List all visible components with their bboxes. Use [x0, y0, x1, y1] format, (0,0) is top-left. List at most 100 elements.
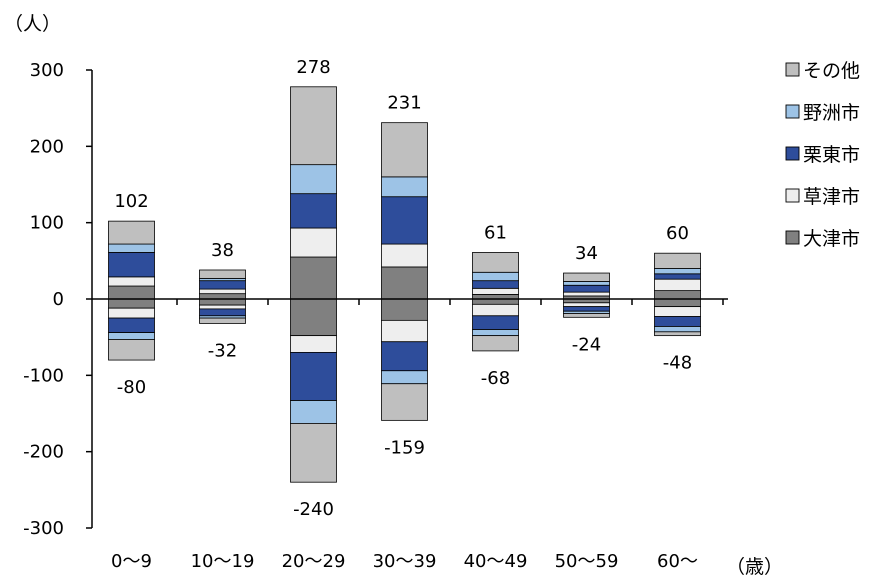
bar-segment-positive-3-2 [381, 196, 428, 245]
bar-segment-negative-4-0 [472, 298, 519, 305]
x-tick-label: 60〜 [657, 551, 698, 572]
legend-swatch [785, 104, 800, 119]
data-label-positive-total: 231 [387, 93, 421, 114]
x-axis-unit: （歳） [726, 556, 783, 575]
bar-segment-negative-5-1 [563, 302, 610, 308]
bar-segment-negative-4-1 [472, 303, 519, 317]
bar-segment-positive-3-1 [381, 243, 428, 268]
y-tick-label: 100 [30, 213, 64, 234]
bar-segment-negative-6-1 [654, 306, 701, 317]
bar-segment-positive-0-3 [108, 243, 155, 253]
x-tick-label: 30〜39 [373, 551, 437, 572]
data-label-negative-total: -159 [384, 437, 425, 458]
bar-segment-positive-5-3 [563, 281, 610, 286]
data-label-negative-total: -68 [481, 368, 510, 389]
bar-segment-positive-1-2 [199, 280, 246, 290]
legend-label: その他 [803, 60, 860, 82]
bar-segment-negative-2-4 [290, 423, 337, 483]
data-label-positive-total: 38 [211, 240, 234, 261]
legend-swatch [785, 62, 800, 77]
x-tick-label: 20〜29 [282, 551, 346, 572]
bar-segment-positive-4-1 [472, 287, 519, 295]
bar-segment-negative-1-0 [199, 298, 246, 306]
data-label-negative-total: -48 [663, 353, 692, 374]
data-label-positive-total: 102 [114, 191, 148, 212]
bar-segment-positive-2-2 [290, 193, 337, 229]
bar-segment-negative-1-4 [199, 317, 246, 324]
bar-segment-negative-0-0 [108, 298, 155, 309]
data-label-positive-total: 34 [575, 243, 598, 264]
data-label-positive-total: 61 [484, 222, 507, 243]
data-label-negative-total: -240 [293, 499, 334, 520]
bar-segment-positive-1-4 [199, 269, 246, 279]
legend-swatch [785, 230, 800, 245]
bar-segment-negative-1-1 [199, 304, 246, 310]
bar-segment-positive-5-1 [563, 291, 610, 297]
bar-segment-negative-6-4 [654, 331, 701, 337]
bar-segment-negative-2-0 [290, 298, 337, 337]
legend-swatch [785, 146, 800, 161]
x-tick-label: 10〜19 [191, 551, 255, 572]
bar-segment-positive-2-3 [290, 164, 337, 195]
bar-segment-negative-4-3 [472, 329, 519, 337]
plot-area [108, 86, 701, 483]
bar-segment-positive-3-3 [381, 176, 428, 198]
bar-segment-positive-2-0 [290, 256, 337, 300]
axes [86, 69, 728, 529]
bar-segment-negative-3-1 [381, 319, 428, 343]
bar-segment-positive-6-4 [654, 252, 701, 269]
y-tick-label: 200 [30, 136, 64, 157]
bar-segment-positive-6-0 [654, 290, 701, 300]
bar-segment-positive-2-4 [290, 86, 337, 166]
bar-segment-negative-4-4 [472, 335, 519, 352]
data-label-positive-total: 60 [666, 223, 689, 244]
bar-segment-negative-5-2 [563, 306, 610, 312]
bar-segment-negative-0-3 [108, 332, 155, 340]
y-tick-label: 300 [30, 60, 64, 81]
bar-segment-positive-0-4 [108, 220, 155, 245]
y-axis-unit: （人） [4, 13, 61, 35]
legend-label: 草津市 [803, 186, 860, 208]
data-label-negative-total: -32 [208, 340, 237, 361]
bar-segment-positive-4-2 [472, 280, 519, 289]
bar-segment-positive-6-1 [654, 278, 701, 292]
bar-segment-negative-2-1 [290, 335, 337, 353]
bar-segment-positive-2-1 [290, 227, 337, 258]
bar-segment-negative-1-2 [199, 308, 246, 317]
bar-segment-negative-3-0 [381, 298, 428, 321]
legend-label: 野洲市 [803, 102, 860, 124]
data-label-positive-total: 278 [296, 57, 330, 78]
data-label-negative-total: -80 [117, 377, 146, 398]
bar-segment-negative-2-3 [290, 400, 337, 424]
labels: 102-800〜938-3210〜19278-24020〜29231-15930… [4, 13, 783, 575]
bar-segment-negative-2-2 [290, 352, 337, 401]
legend-label: 大津市 [803, 228, 860, 250]
bar-segment-negative-6-0 [654, 298, 701, 308]
bar-segment-negative-3-3 [381, 370, 428, 385]
y-tick-label: -100 [23, 365, 64, 386]
bar-segment-negative-6-2 [654, 316, 701, 327]
bar-segment-positive-6-3 [654, 268, 701, 275]
bar-segment-positive-0-0 [108, 285, 155, 300]
bar-segment-negative-4-2 [472, 315, 519, 330]
bar-segment-positive-5-2 [563, 284, 610, 293]
y-tick-label: 0 [53, 289, 64, 310]
y-tick-label: -300 [23, 518, 64, 539]
x-tick-label: 50〜59 [555, 551, 619, 572]
bar-segment-negative-5-4 [563, 313, 610, 318]
bar-segment-negative-0-1 [108, 307, 155, 319]
bar-segment-negative-0-2 [108, 317, 155, 333]
bar-segment-negative-0-4 [108, 339, 155, 361]
bar-segment-positive-5-4 [563, 272, 610, 282]
data-label-negative-total: -24 [572, 334, 601, 355]
bar-segment-positive-4-4 [472, 252, 519, 273]
bar-segment-positive-0-1 [108, 276, 155, 287]
bar-segment-positive-3-0 [381, 266, 428, 300]
bar-segment-negative-6-3 [654, 326, 701, 333]
bar-segment-positive-3-4 [381, 122, 428, 178]
x-tick-label: 0〜9 [111, 551, 152, 572]
bar-segment-negative-3-4 [381, 383, 428, 421]
